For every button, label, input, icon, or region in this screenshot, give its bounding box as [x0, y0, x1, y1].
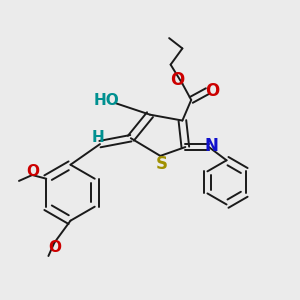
Text: O: O — [26, 164, 39, 179]
Text: O: O — [206, 82, 220, 100]
Text: O: O — [171, 71, 185, 89]
Text: H: H — [91, 130, 104, 145]
Text: S: S — [156, 155, 168, 173]
Text: HO: HO — [94, 93, 119, 108]
Text: N: N — [205, 136, 219, 154]
Text: O: O — [48, 240, 62, 255]
